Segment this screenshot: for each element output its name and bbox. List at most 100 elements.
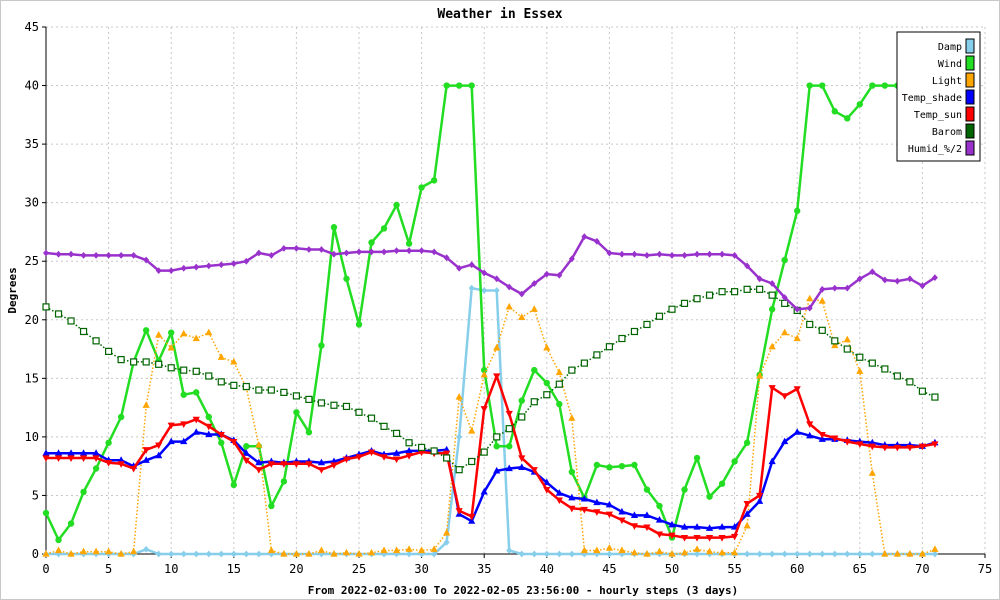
data-point	[543, 486, 551, 494]
data-point	[668, 550, 676, 557]
data-point	[180, 329, 188, 337]
data-point	[368, 239, 375, 246]
data-point	[630, 327, 639, 336]
data-point	[806, 320, 814, 329]
x-tick-label: 45	[602, 562, 616, 576]
data-point	[931, 393, 939, 401]
data-point	[643, 251, 650, 259]
data-point	[730, 288, 739, 296]
x-tick-label: 5	[105, 562, 112, 576]
data-point	[54, 546, 63, 554]
data-point	[405, 446, 413, 454]
data-point	[456, 264, 463, 272]
legend-label: Temp_sun	[914, 110, 962, 121]
data-point	[155, 451, 163, 459]
data-point	[431, 248, 438, 256]
data-point	[42, 550, 50, 557]
grid	[46, 26, 986, 554]
data-point	[230, 481, 237, 489]
data-point	[919, 282, 926, 290]
data-point	[731, 251, 738, 259]
data-point	[330, 550, 338, 557]
data-point	[818, 326, 826, 334]
data-point	[443, 528, 451, 536]
data-point	[318, 342, 325, 349]
data-point	[406, 247, 413, 255]
data-point	[769, 280, 776, 287]
data-point	[117, 355, 125, 364]
data-point	[794, 207, 801, 215]
data-point	[392, 449, 401, 456]
data-point	[743, 510, 751, 517]
data-point	[167, 437, 175, 445]
data-point	[705, 547, 714, 555]
data-point	[555, 380, 563, 388]
x-tick-label: 75	[978, 562, 992, 576]
data-point	[668, 520, 676, 528]
data-point	[593, 351, 601, 359]
legend-swatch	[965, 55, 975, 71]
data-point	[593, 461, 601, 469]
data-point	[280, 550, 288, 557]
data-point	[230, 260, 237, 267]
data-point	[593, 509, 601, 516]
data-point	[556, 271, 563, 279]
data-point	[568, 550, 575, 558]
data-point	[819, 550, 826, 558]
data-point	[605, 544, 613, 551]
data-point	[230, 550, 237, 558]
data-point	[455, 82, 463, 89]
data-point	[618, 250, 625, 258]
data-point	[54, 449, 63, 456]
data-point	[418, 546, 426, 554]
data-point	[292, 550, 300, 557]
data-point	[655, 531, 664, 539]
data-point	[455, 393, 463, 400]
data-point	[155, 360, 163, 368]
data-point	[418, 184, 425, 191]
data-point	[543, 343, 551, 351]
data-point	[167, 422, 175, 430]
data-point	[67, 550, 75, 557]
data-point	[117, 550, 125, 557]
data-point	[756, 497, 764, 504]
data-point	[680, 535, 689, 542]
data-point	[518, 455, 526, 462]
legend-swatch	[965, 140, 975, 156]
data-point	[530, 398, 538, 406]
data-point	[242, 382, 250, 391]
data-point	[768, 457, 776, 465]
data-point	[568, 505, 576, 513]
data-point	[192, 367, 200, 375]
x-tick-label: 0	[42, 562, 49, 576]
data-point	[718, 480, 726, 487]
data-point	[167, 364, 175, 372]
data-point	[217, 431, 225, 439]
data-point	[293, 244, 300, 252]
data-point	[693, 545, 701, 552]
data-point	[255, 386, 263, 394]
data-point	[693, 535, 701, 542]
data-point	[605, 500, 613, 508]
y-tick-label: 5	[32, 488, 39, 502]
data-point	[718, 288, 726, 296]
data-point	[218, 439, 225, 446]
data-point	[794, 305, 801, 313]
data-point	[280, 388, 288, 396]
data-point	[67, 449, 75, 456]
data-point	[906, 378, 914, 386]
data-point	[493, 466, 501, 474]
legend-label: Humid_%/2	[908, 144, 962, 155]
data-point	[881, 365, 889, 373]
data-point	[643, 524, 651, 532]
data-point	[706, 250, 713, 258]
data-point	[42, 509, 50, 517]
data-point	[243, 257, 250, 265]
y-tick-label: 25	[25, 254, 39, 268]
data-point	[718, 548, 726, 556]
data-point	[731, 548, 739, 556]
data-point	[367, 548, 376, 556]
data-point	[367, 449, 376, 457]
data-point	[581, 233, 588, 241]
data-point	[868, 443, 876, 451]
